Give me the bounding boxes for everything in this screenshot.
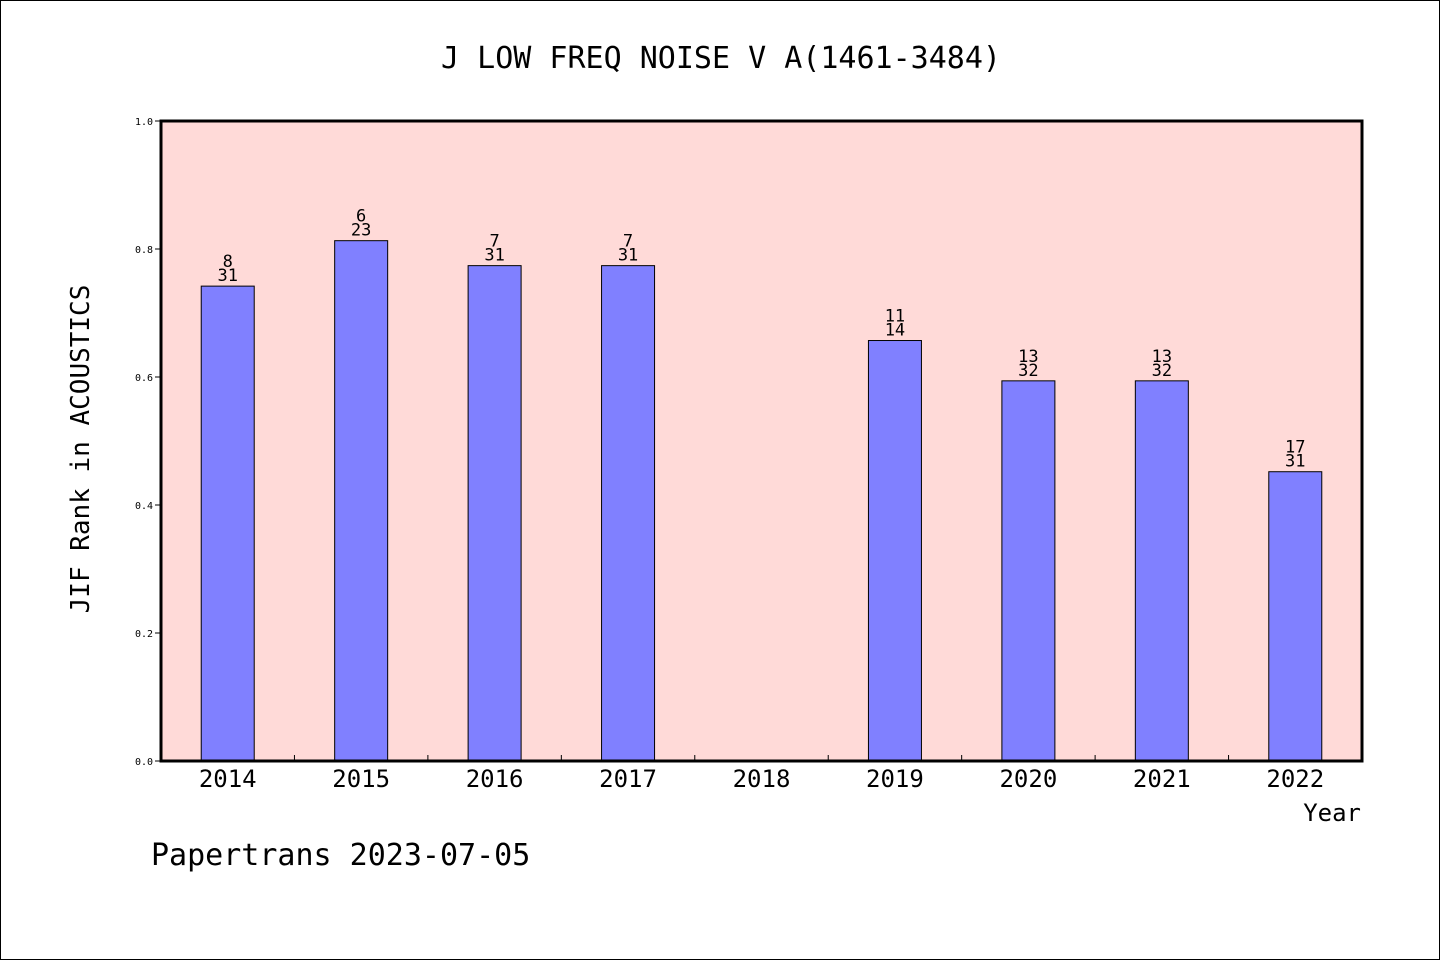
chart-title: J LOW FREQ NOISE V A(1461-3484) <box>441 41 1001 76</box>
y-axis: 0.0 0.2 0.4 0.6 0.8 1.0 <box>135 117 161 768</box>
bar-total-label-2019: 14 <box>885 321 905 341</box>
x-axis: 2014 2015 2016 2017 2018 2019 2020 2021 2022 <box>199 755 1324 793</box>
x-tick-label-2021: 2021 <box>1133 765 1191 793</box>
x-tick-label-2016: 2016 <box>466 765 524 793</box>
x-tick-label-2022: 2022 <box>1266 765 1324 793</box>
bars <box>200 240 1323 762</box>
bar-2019 <box>867 340 922 762</box>
y-tick-label: 0.4 <box>135 501 153 512</box>
plot-frame <box>159 119 1364 763</box>
bar-rank-label-2020: 13 <box>1018 347 1038 367</box>
x-tick-label-2020: 2020 <box>999 765 1057 793</box>
x-axis-label: Year <box>1303 799 1361 827</box>
bar-rank-label-2014: 8 <box>223 252 233 272</box>
bar-2022 <box>1268 471 1323 762</box>
bar-rank-label-2022: 17 <box>1285 438 1305 458</box>
x-tick-label-2017: 2017 <box>599 765 657 793</box>
y-tick-label: 0.6 <box>135 373 153 384</box>
x-tick-label-2018: 2018 <box>733 765 791 793</box>
y-tick-label: 0.2 <box>135 629 153 640</box>
bar-2015 <box>334 240 389 762</box>
bar-total-label-2015: 23 <box>351 221 371 241</box>
y-tick-label: 0.0 <box>135 757 153 768</box>
bar-rank-label-2015: 6 <box>356 207 366 227</box>
footer-stamp: Papertrans 2023-07-05 <box>151 838 530 873</box>
y-tick-label: 1.0 <box>135 117 153 128</box>
bar-rank-label-2017: 7 <box>623 232 633 252</box>
x-tick-label-2015: 2015 <box>332 765 390 793</box>
bar-total-label-2020: 32 <box>1018 361 1038 381</box>
bar-rank-label-2019: 11 <box>885 307 905 327</box>
y-axis-label: JIF Rank in ACOUSTICS <box>66 285 96 614</box>
bar-2017 <box>601 265 656 762</box>
x-tick-label-2019: 2019 <box>866 765 924 793</box>
bar-2014 <box>200 285 255 762</box>
bar-2021 <box>1134 380 1189 762</box>
bar-total-label-2016: 31 <box>484 246 504 266</box>
bar-2016 <box>467 265 522 762</box>
bar-rank-label-2016: 7 <box>489 232 499 252</box>
bar-total-label-2022: 31 <box>1285 452 1305 472</box>
bar-total-label-2014: 31 <box>217 266 237 286</box>
x-tick-label-2014: 2014 <box>199 765 257 793</box>
y-tick-label: 0.8 <box>135 245 153 256</box>
bar-rank-label-2021: 13 <box>1152 347 1172 367</box>
bar-total-label-2017: 31 <box>618 246 638 266</box>
bar-2020 <box>1001 380 1056 762</box>
bar-total-label-2021: 32 <box>1152 361 1172 381</box>
